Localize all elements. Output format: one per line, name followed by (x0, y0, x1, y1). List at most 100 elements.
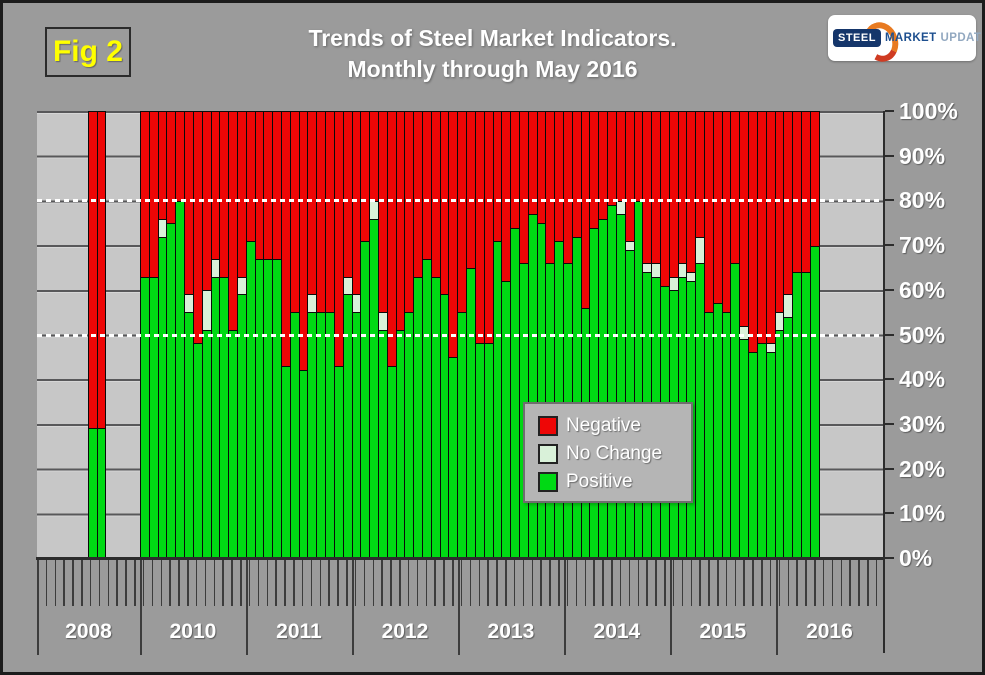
segment-no_change (308, 294, 317, 313)
segment-negative (616, 112, 625, 201)
segment-positive (308, 312, 317, 557)
segment-no_change (202, 290, 211, 331)
x-minor-tick (89, 560, 92, 606)
segment-positive (396, 330, 405, 557)
y-tick-label-30: 30% (899, 410, 946, 437)
x-minor-tick (72, 560, 74, 606)
x-minor-tick (637, 560, 640, 606)
x-minor-tick (875, 560, 878, 606)
x-minor-tick (575, 560, 578, 606)
year-separator (245, 558, 248, 655)
x-minor-tick (681, 560, 684, 606)
segment-positive (528, 214, 537, 557)
x-minor-tick (752, 560, 754, 606)
x-minor-tick (319, 560, 322, 606)
segment-positive (246, 241, 255, 557)
x-minor-tick (363, 560, 366, 606)
segment-positive (387, 365, 396, 557)
segment-negative (97, 112, 105, 428)
segment-positive (713, 303, 722, 557)
segment-no_change (740, 325, 749, 339)
segment-negative (537, 112, 546, 224)
segment-negative (784, 112, 793, 295)
x-minor-tick (452, 560, 454, 606)
x-minor-tick (469, 560, 472, 606)
x-minor-tick (522, 560, 525, 606)
segment-negative (264, 112, 273, 259)
x-minor-tick (699, 560, 701, 606)
y-tick (885, 422, 894, 425)
segment-negative (185, 112, 193, 295)
segment-negative (193, 112, 202, 344)
segment-no_change (158, 218, 167, 237)
segment-positive (299, 370, 308, 557)
segment-negative (519, 112, 528, 264)
x-minor-tick (399, 560, 401, 606)
x-minor-tick (831, 560, 834, 606)
segment-negative (440, 112, 449, 295)
x-minor-tick (231, 560, 233, 606)
segment-no_change (625, 241, 634, 250)
logo-steel-text: STEEL (833, 29, 881, 47)
x-minor-tick (867, 560, 869, 606)
x-minor-tick (416, 560, 419, 606)
y-tick (885, 333, 894, 336)
segment-positive (449, 356, 458, 557)
legend-label: Positive (566, 471, 633, 492)
segment-negative (211, 112, 220, 259)
year-label-2011: 2011 (276, 620, 322, 643)
segment-positive (784, 316, 793, 557)
y-tick (885, 512, 894, 515)
x-minor-tick (460, 560, 463, 606)
segment-positive (467, 267, 475, 557)
segment-positive (141, 276, 149, 557)
segment-positive (89, 427, 97, 557)
x-minor-tick (593, 560, 595, 606)
x-minor-tick (328, 560, 330, 606)
segment-positive (237, 294, 246, 557)
segment-negative (705, 112, 713, 313)
segment-positive (440, 294, 449, 557)
segment-negative (423, 112, 431, 259)
x-minor-tick (346, 560, 348, 606)
segment-positive (634, 201, 643, 557)
x-minor-tick (204, 560, 207, 606)
x-minor-tick (672, 560, 675, 606)
y-tick-label-40: 40% (899, 366, 946, 393)
x-minor-tick (63, 560, 65, 606)
segment-negative (405, 112, 414, 313)
segment-negative (590, 112, 599, 228)
segment-positive (537, 223, 546, 557)
segment-negative (740, 112, 749, 326)
x-minor-tick (690, 560, 692, 606)
segment-no_change (766, 343, 775, 353)
y-axis: 100% 90% 80% 70% 60% 50% 40% 30% 20% 10% 0% (883, 98, 982, 653)
x-minor-tick (142, 560, 145, 606)
segment-positive (801, 272, 810, 557)
segment-positive (343, 294, 352, 557)
x-minor-tick (549, 560, 551, 606)
x-minor-tick (708, 560, 710, 606)
segment-positive (740, 338, 749, 557)
segment-positive (273, 258, 281, 557)
segment-no_change (687, 272, 696, 282)
segment-positive (484, 343, 493, 557)
y-tick (885, 467, 894, 470)
segment-negative (669, 112, 678, 277)
plot-area: Negative No Change Positive (36, 111, 884, 560)
x-minor-tick (566, 560, 569, 606)
x-minor-tick (187, 560, 189, 606)
segment-negative (89, 112, 97, 428)
x-minor-tick (390, 560, 392, 606)
segment-positive (378, 330, 387, 557)
year-separator (37, 558, 39, 655)
segment-negative (475, 112, 484, 344)
legend-item-positive: Positive (538, 469, 691, 495)
x-minor-tick (655, 560, 657, 606)
x-minor-tick (293, 560, 295, 606)
x-minor-tick (725, 560, 728, 606)
x-minor-tick (787, 560, 790, 606)
segment-positive (290, 312, 299, 557)
x-minor-tick (496, 560, 498, 606)
